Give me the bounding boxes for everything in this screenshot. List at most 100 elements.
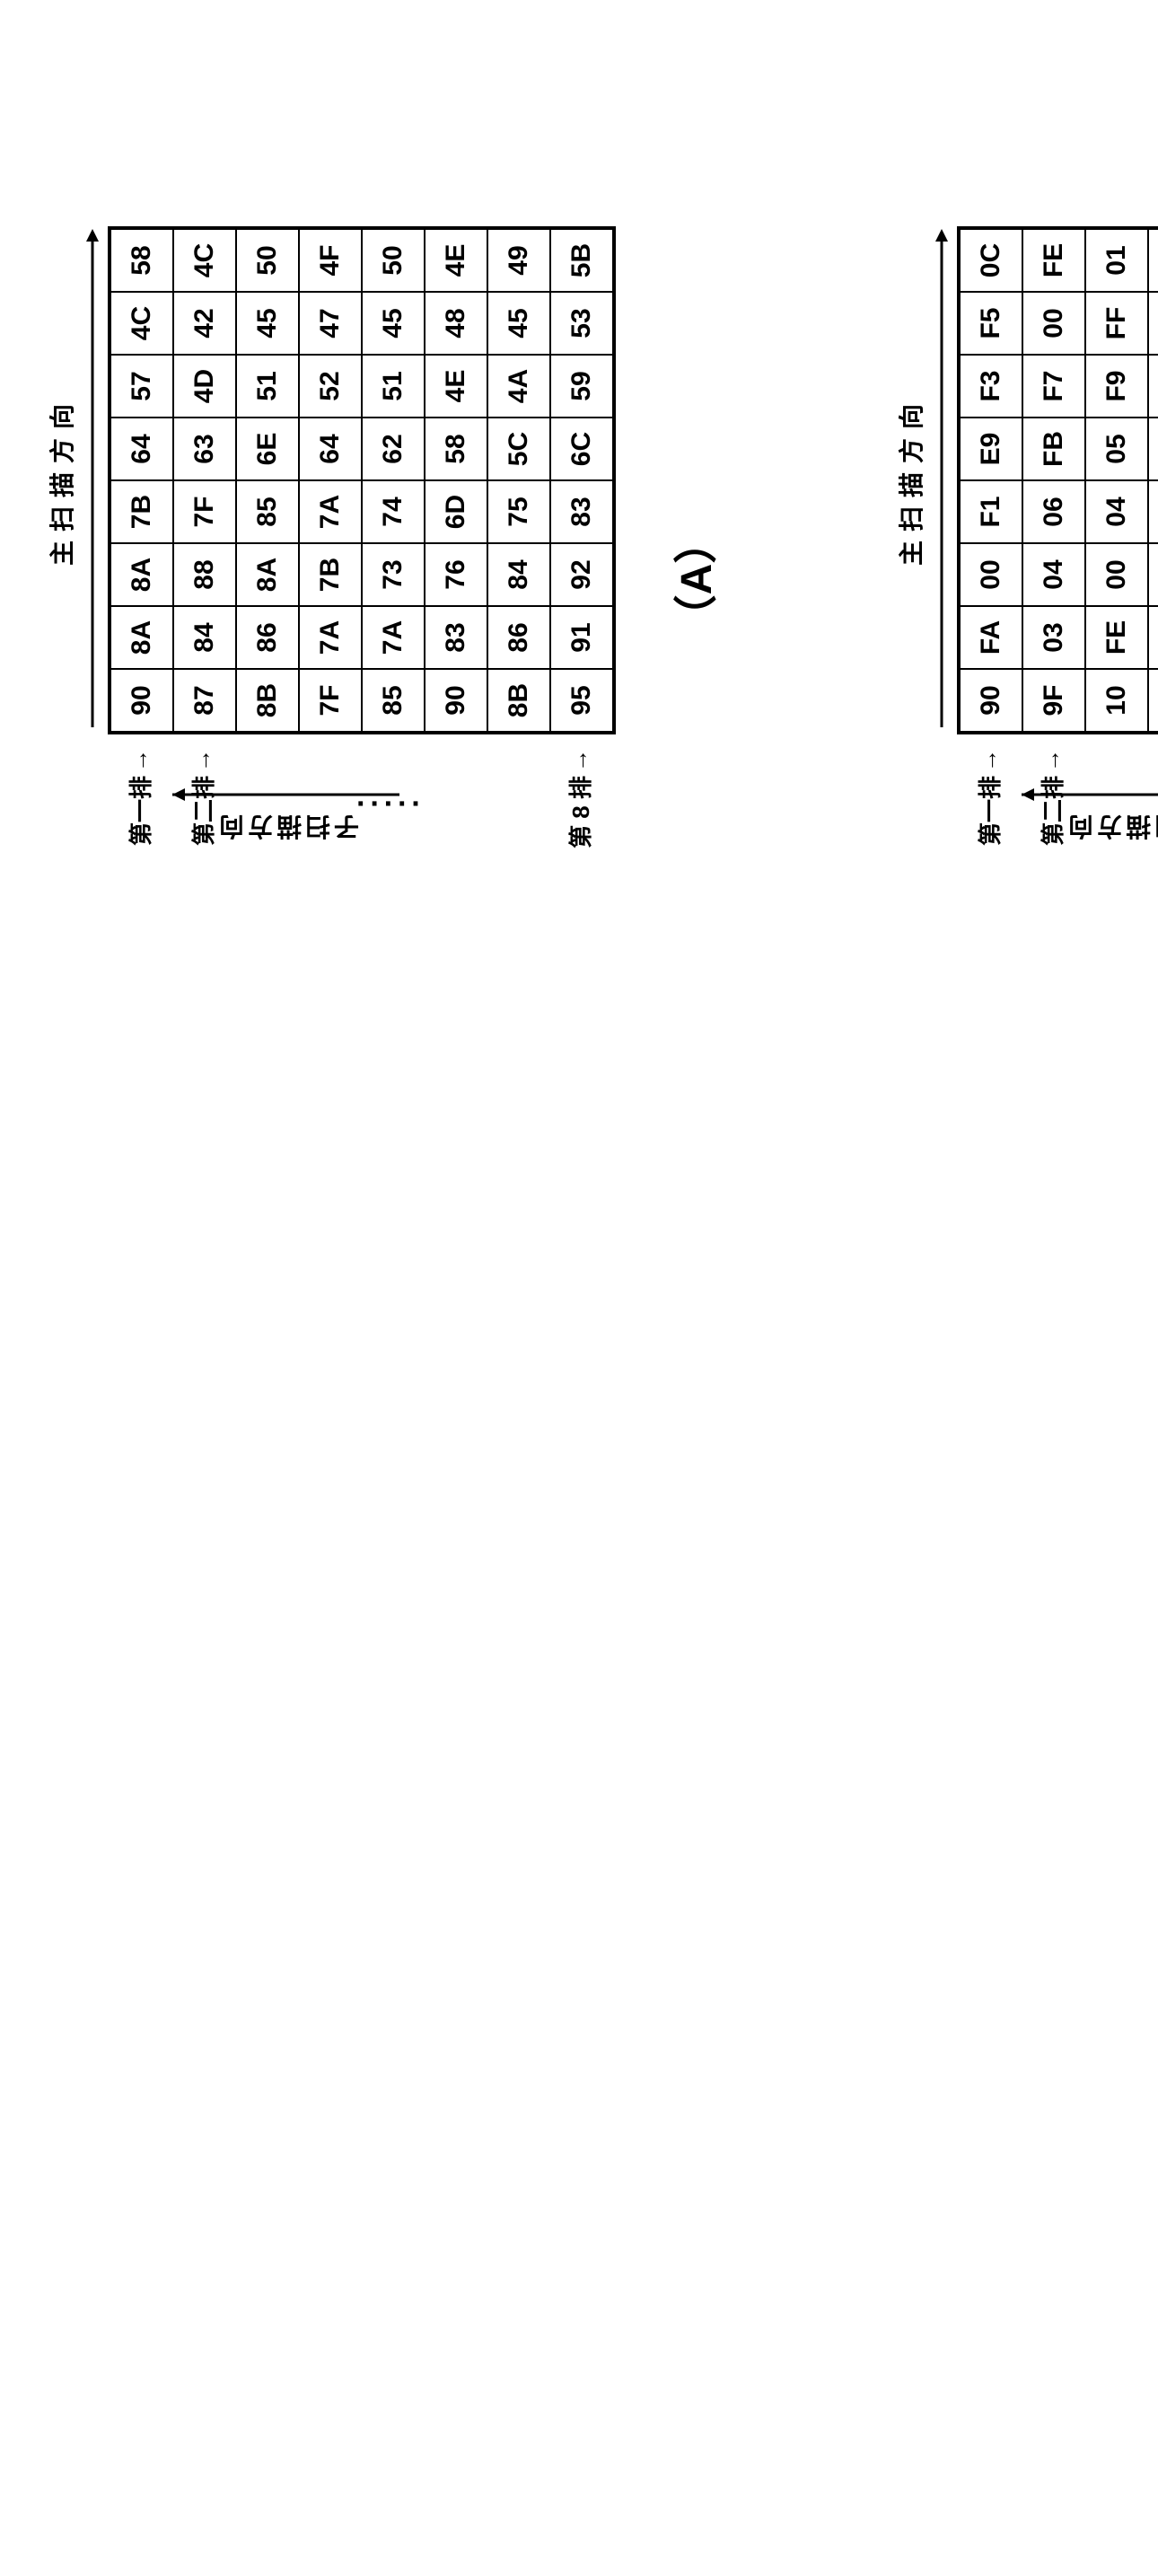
grid-cell: 8A <box>110 606 173 669</box>
grid-cell: 8B <box>487 669 550 732</box>
grid-cell: 84 <box>173 606 236 669</box>
grid-cell: F1 <box>960 480 1022 543</box>
panel-b: 子扫描方向 第一排→ 第二排→ ····· 第 8 <box>885 226 1158 932</box>
grid-cell: 90 <box>960 669 1022 732</box>
grid-cell: 84 <box>487 543 550 606</box>
grid-cell: 0C <box>960 229 1022 292</box>
grid-cell: 06 <box>1022 480 1085 543</box>
grid-cell: 59 <box>550 355 613 418</box>
grid-cell: 62 <box>362 418 425 480</box>
grid-cell: 85 <box>362 669 425 732</box>
grid-cell: 4C <box>110 292 173 355</box>
grid-cell: 6D <box>425 480 487 543</box>
grid-cell: 50 <box>362 229 425 292</box>
panel-b-inner: 子扫描方向 第一排→ 第二排→ ····· 第 8 <box>885 226 1158 932</box>
main-scan-axis-b: 主扫描方向 <box>885 226 957 734</box>
main-scan-label-b: 主扫描方向 <box>892 395 928 566</box>
grid-cell: 04 <box>1148 480 1158 543</box>
grid-wrap-a: 主扫描方向 908A8A7B64574C588784887F634D424C8B… <box>36 226 616 734</box>
grid-cell: 63 <box>173 418 236 480</box>
grid-cell: 92 <box>550 543 613 606</box>
grid-cell: 58 <box>110 229 173 292</box>
grid-cell: 10 <box>1085 669 1148 732</box>
row-label-a-1: 第一排→ <box>108 743 171 860</box>
figure-container: 子扫描方向 第一排→ 第二排→ ····· 第 8 <box>36 36 1158 1122</box>
grid-cell: 58 <box>425 418 487 480</box>
grid-cell: 90 <box>425 669 487 732</box>
grid-cell: 83 <box>550 480 613 543</box>
grid-cell: 49 <box>487 229 550 292</box>
main-scan-label-a: 主扫描方向 <box>43 395 79 566</box>
grid-cell: 64 <box>299 418 362 480</box>
grid-cell: FD <box>1148 543 1158 606</box>
grid-cell: 88 <box>173 543 236 606</box>
grid-cell: 48 <box>425 292 487 355</box>
grid-cell: F0 <box>1148 669 1158 732</box>
grid-cell: 03 <box>1022 606 1085 669</box>
grid-cell: 42 <box>173 292 236 355</box>
grid-cell: 4A <box>487 355 550 418</box>
grid-cell: 86 <box>236 606 299 669</box>
grid-cell: 51 <box>236 355 299 418</box>
grid-cell: 57 <box>110 355 173 418</box>
grid-cell: 4E <box>425 229 487 292</box>
grid-cell: 8A <box>236 543 299 606</box>
grid-cell: 52 <box>299 355 362 418</box>
grid-cell: 6E <box>236 418 299 480</box>
grid-cell: 51 <box>362 355 425 418</box>
grid-cell: FE <box>1022 229 1085 292</box>
grid-cell: 04 <box>1085 480 1148 543</box>
grid-cell: 85 <box>236 480 299 543</box>
grid-cell: 0B <box>1148 355 1158 418</box>
grid-cell: E9 <box>960 418 1022 480</box>
sub-scan-label-a: 子扫描方向 <box>215 810 359 846</box>
grid-cell: 7B <box>299 543 362 606</box>
grid-cell: 53 <box>550 292 613 355</box>
grid-cell: 7F <box>299 669 362 732</box>
grid-cell: 90 <box>110 669 173 732</box>
grid-cell: F5 <box>960 292 1022 355</box>
grid-cell: 83 <box>425 606 487 669</box>
grid-cell: 04 <box>1022 543 1085 606</box>
grid-cell: 75 <box>487 480 550 543</box>
grid-cell: 47 <box>299 292 362 355</box>
grid-cell: 01 <box>1148 418 1158 480</box>
panel-label-a: （A） <box>661 521 724 638</box>
row-label-a-8: 第 8 排→ <box>548 743 610 860</box>
grid-cell: 45 <box>362 292 425 355</box>
row-label-b-1: 第一排→ <box>957 743 1020 860</box>
data-grid-b: 90FA00F1E9F3F50C9F030406FBF700FE10FE0004… <box>957 226 1158 734</box>
grid-cell: 01 <box>1085 229 1148 292</box>
grid-cell: 5B <box>550 229 613 292</box>
grid-cell: 01 <box>1148 292 1158 355</box>
main-scan-arrow-a <box>83 229 102 732</box>
grid-cell: 45 <box>236 292 299 355</box>
grid-cell: 5C <box>487 418 550 480</box>
sub-scan-axis-b: 子扫描方向 <box>885 869 1158 932</box>
grid-cell: 00 <box>1085 543 1148 606</box>
grid-cell: 05 <box>1085 418 1148 480</box>
grid-cell: FF <box>1085 292 1148 355</box>
grid-cell: 73 <box>362 543 425 606</box>
grid-cell: 00 <box>960 543 1022 606</box>
sub-scan-axis-a: 子扫描方向 <box>36 869 539 932</box>
grid-cell: 87 <box>173 669 236 732</box>
grid-cell: 91 <box>550 606 613 669</box>
grid-cell: 7B <box>110 480 173 543</box>
panel-a: 子扫描方向 第一排→ 第二排→ ····· 第 8 <box>36 226 724 932</box>
grid-cell: 4F <box>299 229 362 292</box>
grid-cell: 74 <box>362 480 425 543</box>
grid-cell: 6C <box>550 418 613 480</box>
grid-cell: 4C <box>173 229 236 292</box>
sub-scan-arrow-a <box>171 785 404 804</box>
grid-cell: F9 <box>1085 355 1148 418</box>
grid-cell: 4E <box>425 355 487 418</box>
grid-cell: FA <box>960 606 1022 669</box>
main-scan-arrow-b <box>932 229 952 732</box>
grid-cell: 7A <box>299 480 362 543</box>
grid-cell: 8B <box>236 669 299 732</box>
grid-cell: 4D <box>173 355 236 418</box>
grid-cell: 50 <box>236 229 299 292</box>
grid-cell: 00 <box>1022 292 1085 355</box>
grid-cell: 9F <box>1022 669 1085 732</box>
